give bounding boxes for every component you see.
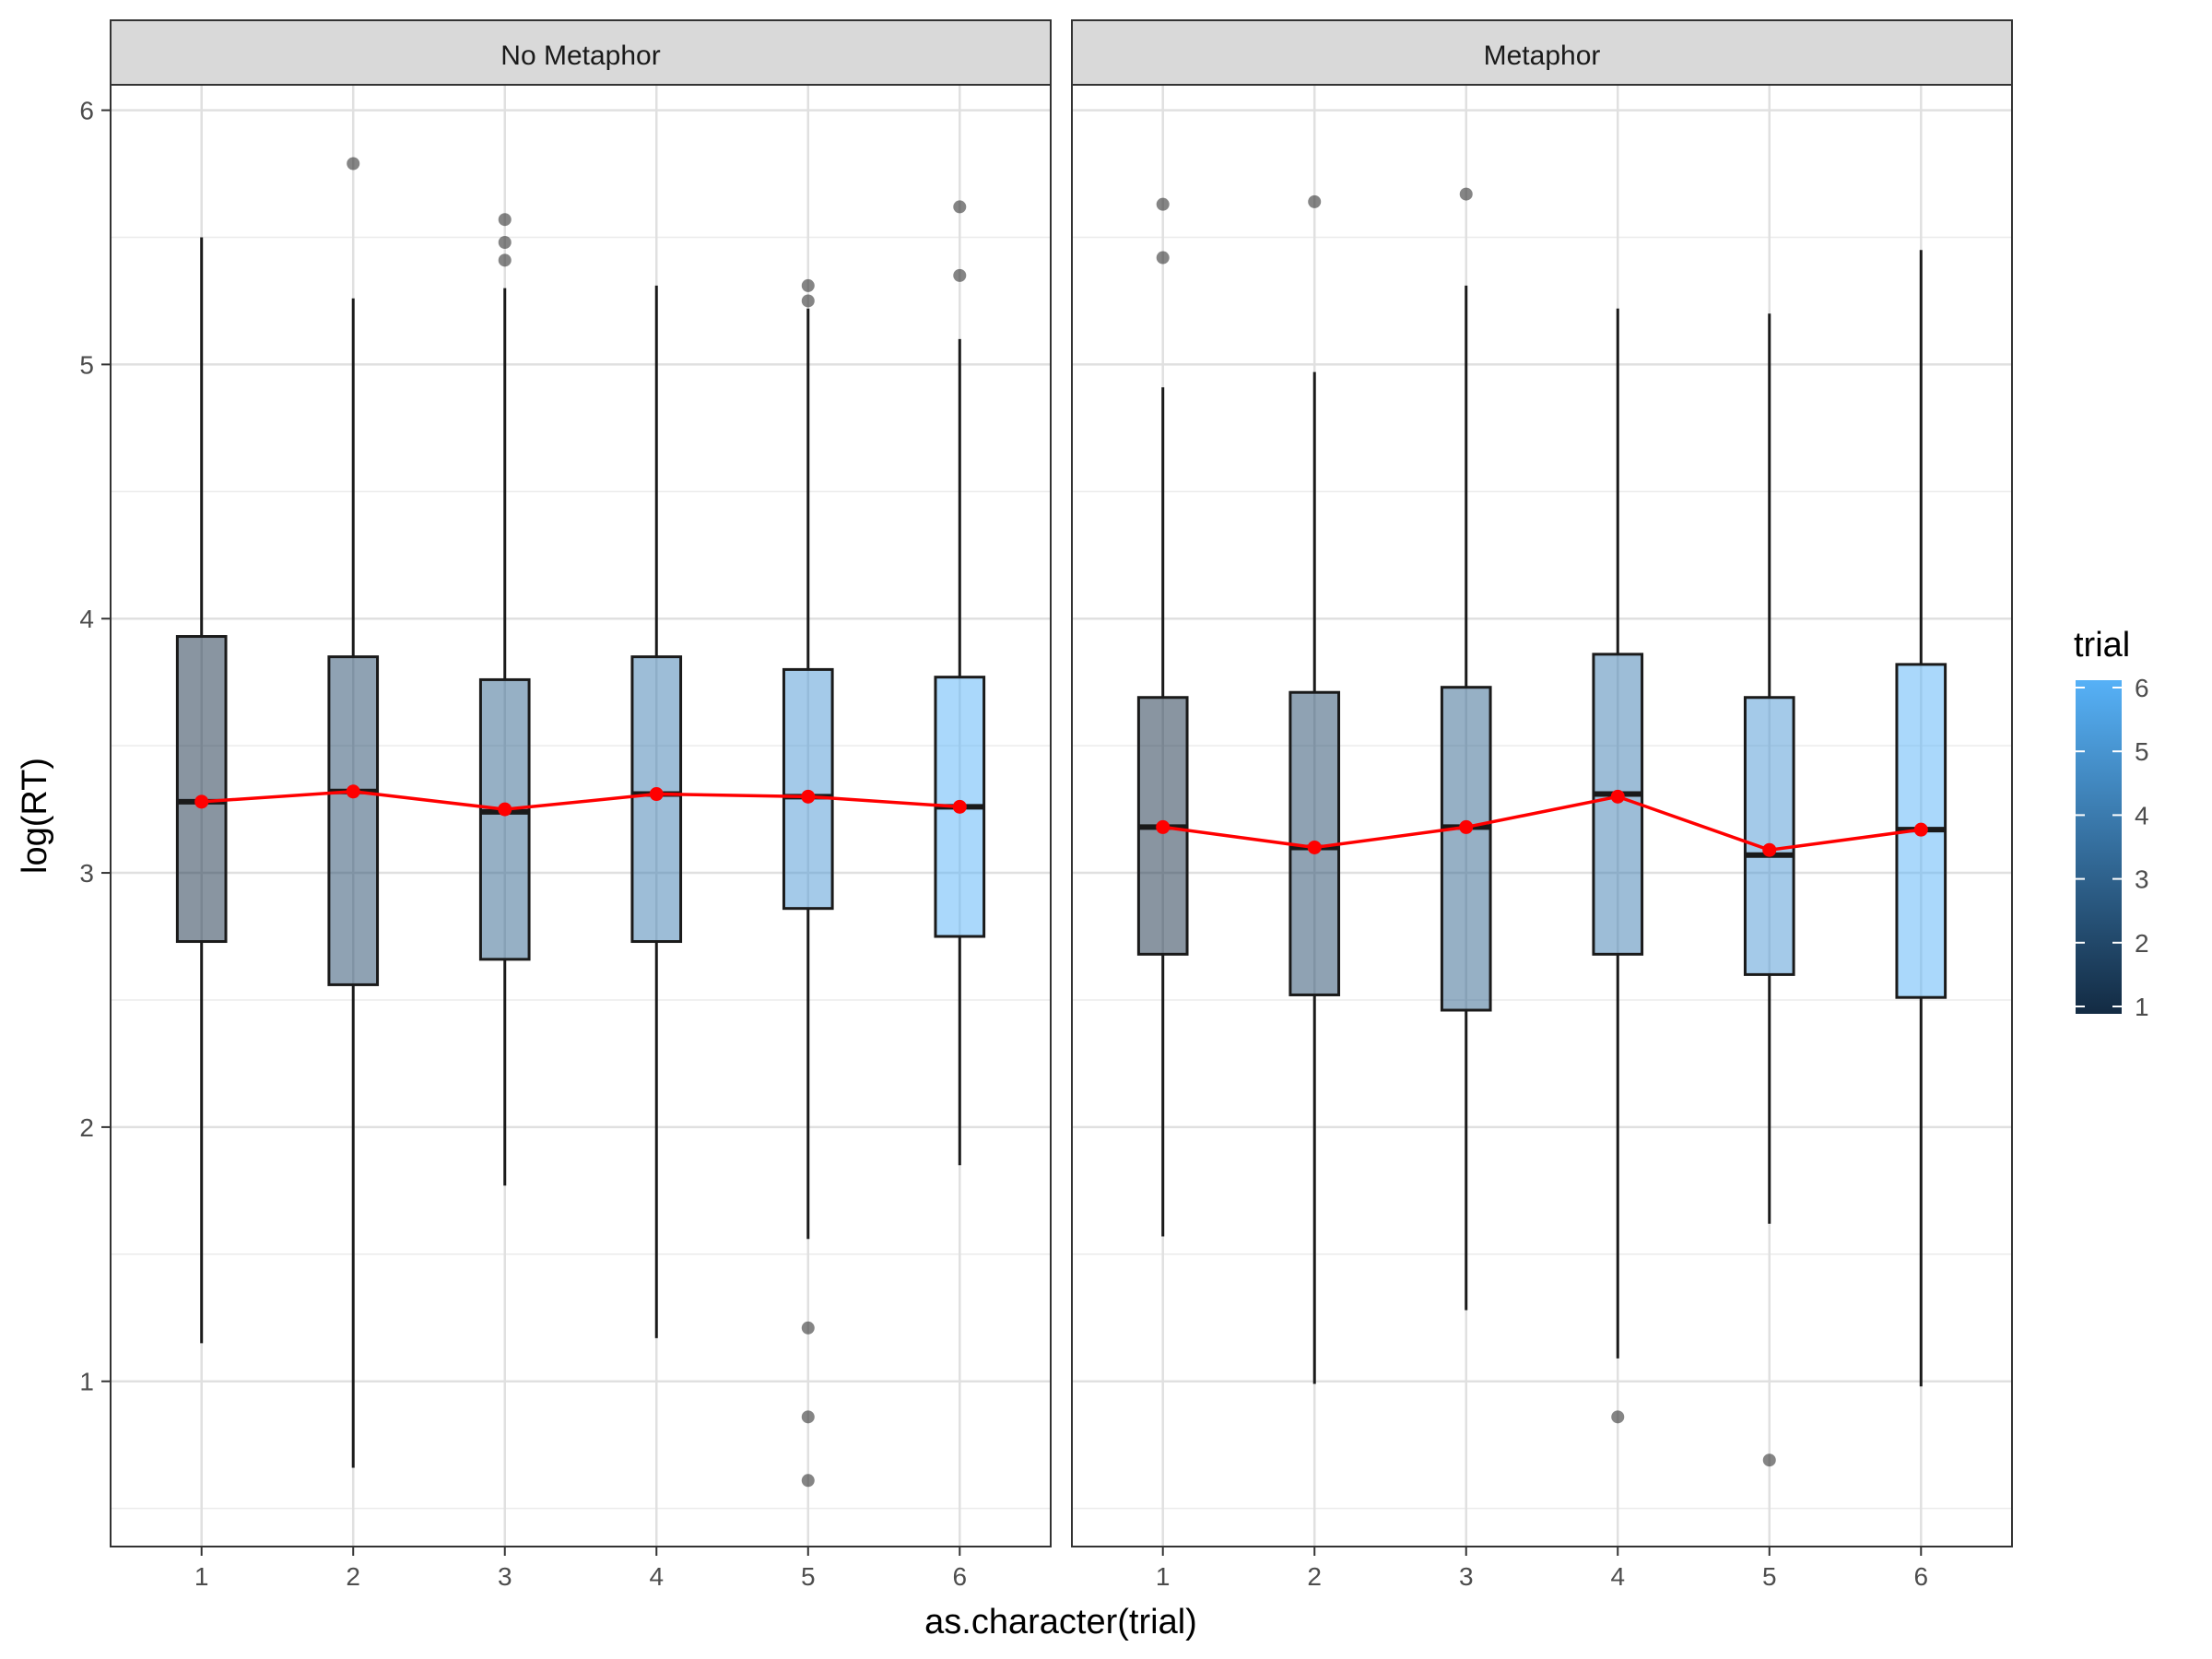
y-tick-label: 6 [79, 97, 94, 125]
box [478, 677, 531, 961]
outlier-point [801, 1410, 815, 1424]
legend: trial 1 2 3 4 5 6 [2074, 626, 2149, 1021]
mean-line [1162, 794, 1922, 853]
x-tick-label: 2 [1307, 1562, 1322, 1591]
legend-title: trial [2074, 626, 2130, 665]
panel-border [110, 84, 1052, 1547]
x-ticks: 1 2 3 4 5 6 [1156, 1547, 1928, 1591]
legend-label: 1 [2135, 993, 2149, 1021]
outlier-point [498, 236, 512, 250]
outlier-point [1156, 251, 1170, 265]
box [1743, 696, 1795, 976]
mean-point [649, 787, 664, 802]
box [327, 655, 380, 986]
outlier-point [801, 278, 815, 292]
mean-point [194, 794, 209, 809]
mean-point [801, 789, 816, 804]
outlier-point [498, 213, 512, 227]
strip-label: Metaphor [1484, 41, 1601, 71]
legend-label: 5 [2135, 737, 2149, 766]
box [1440, 686, 1492, 1012]
x-axis-title: as.character(trial) [924, 1603, 1197, 1641]
x-tick-label: 5 [801, 1562, 816, 1591]
box [175, 635, 228, 944]
outlier-point [801, 1474, 815, 1488]
box [782, 667, 834, 911]
mean-point [1307, 840, 1322, 854]
x-ticks: 1 2 3 4 5 6 [194, 1547, 967, 1591]
marks [175, 157, 986, 1488]
legend-ticks: 1 2 3 4 5 6 [2076, 674, 2149, 1021]
legend-label: 2 [2135, 929, 2149, 958]
outlier-point [953, 268, 967, 282]
mean-line [201, 790, 960, 811]
panel-metaphor: Metaphor 1 2 3 4 5 6 [1071, 19, 2013, 1591]
outlier-point [1308, 194, 1322, 208]
mean-point [1913, 822, 1928, 837]
outlier-point [347, 157, 360, 171]
mean-point [498, 802, 512, 817]
strip-label: No Metaphor [500, 41, 660, 71]
x-tick-label: 3 [1459, 1562, 1474, 1591]
x-tick-label: 2 [346, 1562, 360, 1591]
mean-point [1156, 819, 1171, 834]
mean-point [346, 784, 360, 799]
mean-point [952, 799, 967, 814]
outlier-point [801, 1321, 815, 1335]
panel-no-metaphor: No Metaphor 1 2 3 4 5 6 [110, 19, 1052, 1591]
outlier-point [498, 253, 512, 267]
marks [1136, 187, 1947, 1467]
panel-border [1071, 84, 2013, 1547]
legend-colorbar [2076, 680, 2122, 1014]
legend-label: 4 [2135, 801, 2149, 830]
box [1592, 653, 1644, 956]
y-axis-title: log(RT) [16, 758, 54, 874]
strip-background [110, 19, 1052, 86]
x-tick-label: 6 [1914, 1562, 1929, 1591]
x-tick-label: 6 [953, 1562, 968, 1591]
y-tick-label: 3 [79, 859, 94, 888]
mean-point [1610, 789, 1625, 804]
outlier-point [953, 200, 967, 214]
outlier-point [1156, 197, 1170, 211]
y-tick-label: 4 [79, 605, 94, 633]
y-axis: 1 2 3 4 5 6 [79, 97, 111, 1396]
legend-label: 3 [2135, 865, 2149, 894]
x-tick-label: 1 [194, 1562, 209, 1591]
y-tick-label: 5 [79, 350, 94, 379]
mean-point [1762, 842, 1777, 857]
x-tick-label: 4 [649, 1562, 664, 1591]
y-tick-label: 1 [79, 1368, 94, 1396]
x-tick-label: 3 [498, 1562, 512, 1591]
x-tick-label: 1 [1156, 1562, 1171, 1591]
legend-label: 6 [2135, 674, 2149, 702]
mean-point [1459, 819, 1474, 834]
y-tick-label: 2 [79, 1113, 94, 1142]
x-tick-label: 4 [1610, 1562, 1625, 1591]
x-tick-label: 5 [1762, 1562, 1777, 1591]
outlier-point [1611, 1410, 1625, 1424]
outlier-point [1762, 1453, 1776, 1467]
outlier-point [801, 294, 815, 308]
outlier-point [1459, 187, 1473, 201]
